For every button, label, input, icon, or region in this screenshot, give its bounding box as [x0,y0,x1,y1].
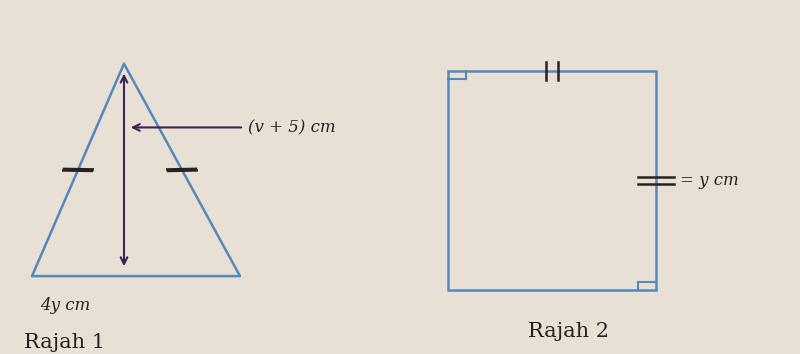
Bar [448,71,656,290]
Text: (v + 5) cm: (v + 5) cm [248,119,336,136]
Text: Rajah 1: Rajah 1 [24,333,105,352]
Text: 4y cm: 4y cm [40,297,90,314]
Text: Rajah 2: Rajah 2 [528,322,609,341]
Text: = y cm: = y cm [680,172,738,189]
